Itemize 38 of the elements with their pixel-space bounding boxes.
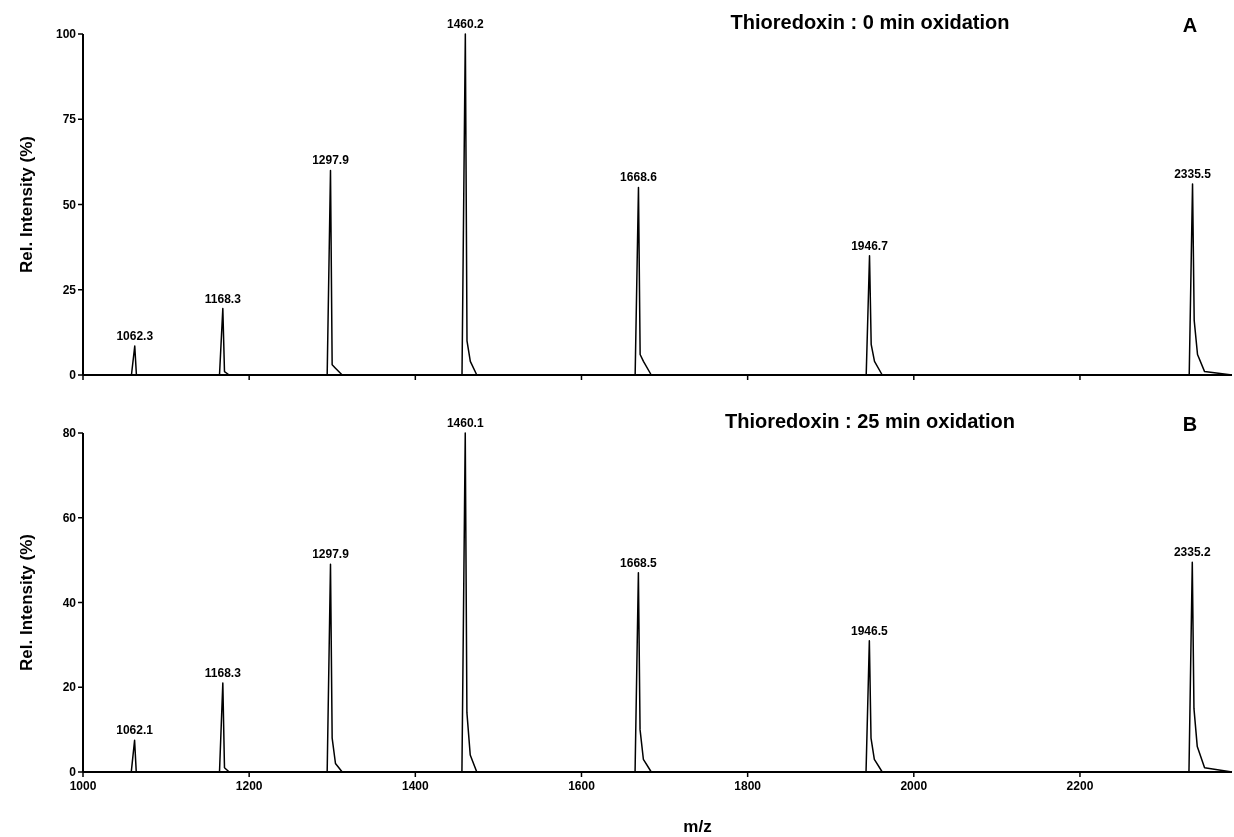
- annotation: A: [1182, 14, 1198, 36]
- annotation: 2335.2: [1173, 545, 1211, 560]
- annotation: 1062.3: [116, 329, 154, 344]
- annotation: 1668.6: [620, 170, 658, 185]
- y-tick-label: 100: [55, 27, 77, 42]
- y-tick-label: 80: [62, 426, 77, 441]
- x-tick-label: 1200: [235, 779, 263, 793]
- annotation: 1168.3: [204, 666, 242, 681]
- y-tick-label: 0: [69, 368, 77, 383]
- annotation: 1946.7: [851, 238, 889, 253]
- annotation: 1946.5: [851, 623, 889, 638]
- annotation: 1297.9: [312, 153, 350, 168]
- x-tick-label: 2200: [1066, 779, 1094, 793]
- annotation: 1297.9: [312, 547, 350, 562]
- y-axis-title: Rel. Intensity (%): [17, 136, 36, 273]
- annotation: 2335.5: [1174, 167, 1212, 182]
- annotation: 1168.3: [204, 291, 242, 306]
- y-tick-label: 50: [62, 197, 77, 212]
- y-axis-title: Rel. Intensity (%): [17, 534, 36, 671]
- annotation: 1460.2: [446, 17, 485, 31]
- x-tick-label: 1600: [568, 779, 596, 793]
- y-tick-label: 75: [62, 112, 77, 127]
- x-tick-label: 2000: [900, 779, 928, 793]
- annotation: B: [1182, 413, 1198, 435]
- x-tick-label: 1000: [69, 779, 97, 793]
- annotation: 1668.5: [620, 555, 658, 570]
- chart-title: Thioredoxin : 25 min oxidation: [724, 410, 1016, 432]
- y-tick-label: 25: [62, 282, 77, 297]
- chart-title: Thioredoxin : 0 min oxidation: [730, 11, 1010, 33]
- x-axis-title: m/z: [683, 817, 712, 836]
- y-tick-label: 60: [62, 510, 77, 525]
- x-tick-label: 1800: [734, 779, 762, 793]
- annotation: 1062.1: [116, 723, 154, 738]
- y-tick-label: 40: [62, 595, 77, 610]
- y-tick-label: 20: [62, 680, 77, 695]
- annotation: 1460.1: [446, 416, 484, 430]
- y-tick-label: 0: [69, 765, 77, 780]
- x-tick-label: 1400: [401, 779, 429, 793]
